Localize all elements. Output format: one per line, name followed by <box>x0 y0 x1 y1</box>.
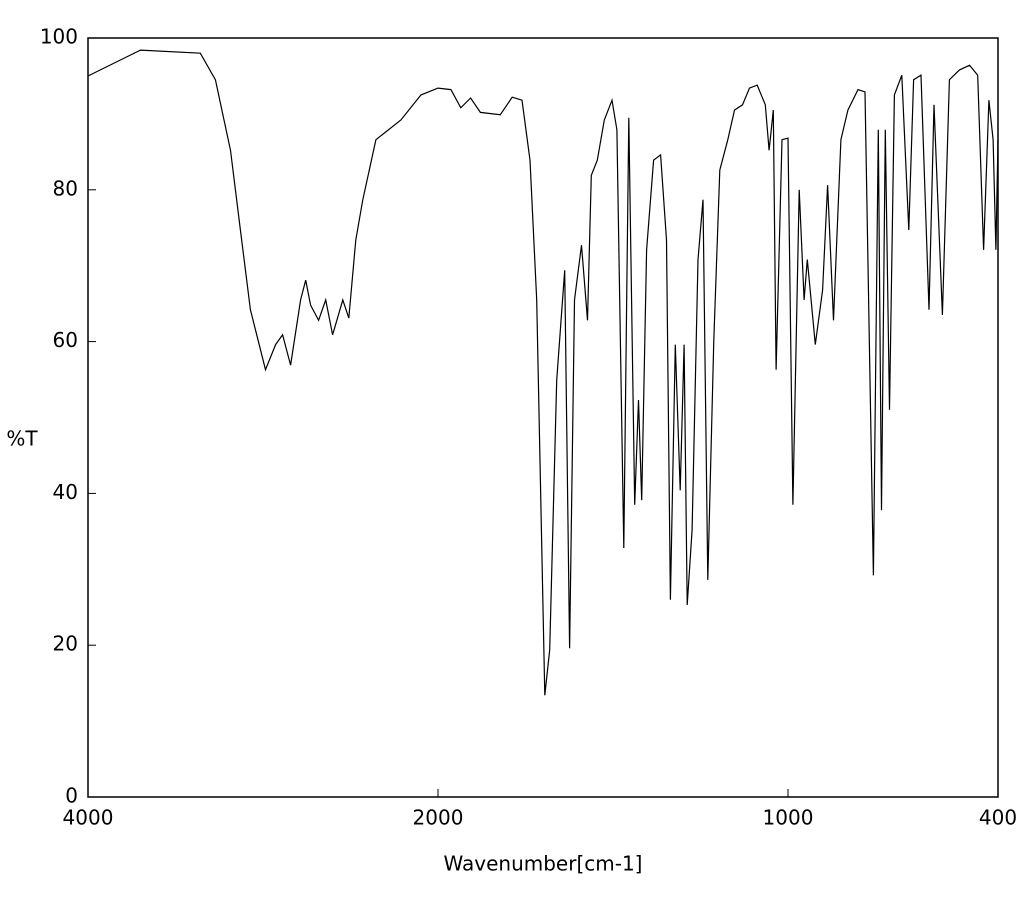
y-tick-label: 20 <box>53 632 78 656</box>
y-tick-label: 40 <box>53 480 78 504</box>
y-axis-label: %T <box>6 427 38 451</box>
y-tick-label: 0 <box>65 784 78 808</box>
x-tick-label: 1000 <box>763 806 814 830</box>
x-axis-label: Wavenumber[cm-1] <box>444 852 643 876</box>
spectrum-line <box>87 49 999 696</box>
y-tick-label: 60 <box>53 328 78 352</box>
x-tick-label: 4000 <box>63 806 114 830</box>
y-tick-label: 100 <box>40 25 78 49</box>
x-tick-label: 2000 <box>413 806 464 830</box>
plot-frame <box>87 37 999 798</box>
x-tick-label: 400 <box>979 806 1017 830</box>
y-tick-label: 80 <box>53 176 78 200</box>
